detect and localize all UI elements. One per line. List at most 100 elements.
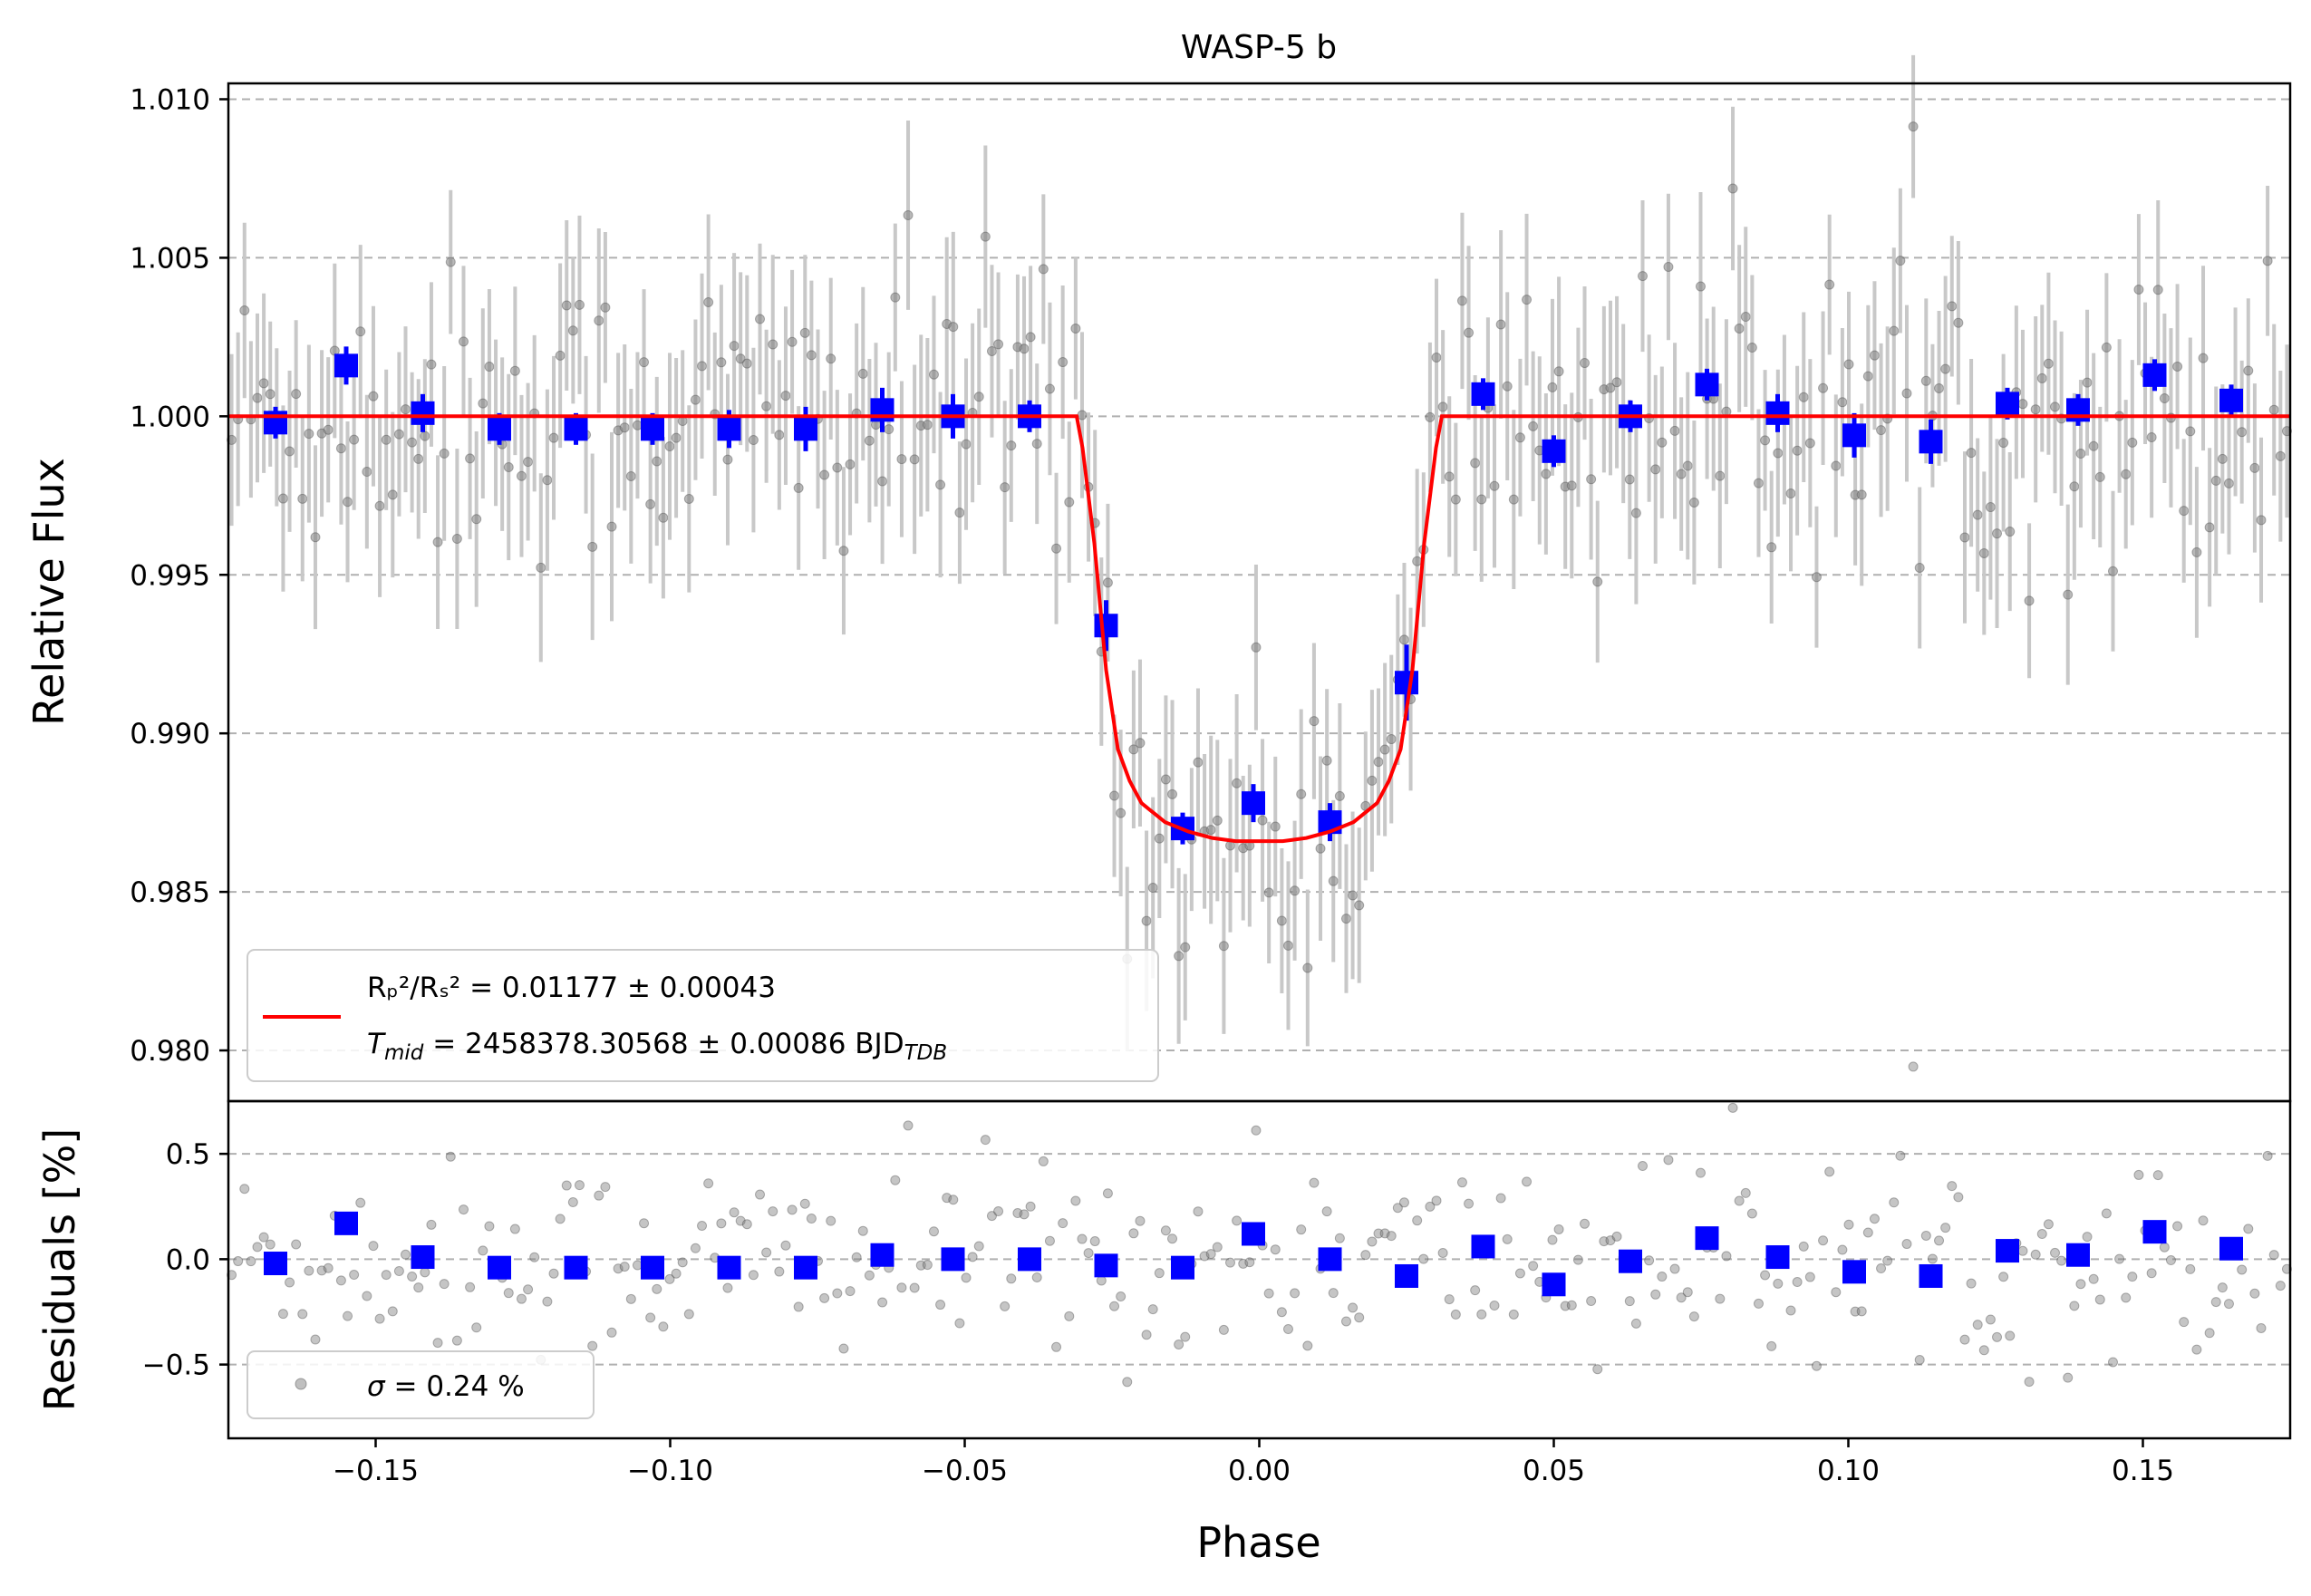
raw-residual-point	[903, 1120, 914, 1131]
raw-residual-point	[458, 1204, 469, 1215]
raw-flux-point	[980, 231, 991, 242]
binned-flux-point	[717, 417, 741, 441]
binned-residual-point	[1542, 1272, 1566, 1297]
raw-residual-point	[755, 1189, 766, 1200]
raw-flux-point	[503, 461, 514, 472]
residual-y-tick-label: −0.5	[142, 1349, 210, 1382]
raw-flux-point	[1837, 397, 1848, 408]
raw-residual-point	[2191, 1344, 2202, 1355]
raw-residual-point	[1044, 1235, 1055, 1246]
raw-residual-point	[1785, 1305, 1796, 1316]
raw-flux-point	[1282, 940, 1293, 951]
raw-flux-point	[806, 350, 817, 361]
raw-residual-point	[1282, 1324, 1293, 1335]
raw-residual-point	[304, 1265, 314, 1276]
raw-residual-point	[1263, 1288, 1274, 1299]
binned-flux-point	[1242, 791, 1265, 816]
raw-residual-point	[851, 1252, 862, 1262]
raw-flux-point	[619, 422, 630, 433]
raw-residual-point	[2262, 1150, 2273, 1161]
raw-flux-point	[793, 482, 804, 493]
raw-flux-point	[1456, 295, 1467, 306]
raw-flux-point	[1031, 439, 1042, 450]
binned-residual-point	[870, 1243, 894, 1267]
chart-title: WASP-5 b	[1181, 29, 1337, 66]
raw-residual-point	[703, 1178, 714, 1189]
raw-flux-point	[1740, 312, 1751, 323]
raw-flux-point	[542, 475, 553, 486]
raw-residual-point	[806, 1214, 817, 1224]
raw-residual-point	[1147, 1304, 1158, 1315]
raw-residual-point	[529, 1252, 540, 1262]
raw-residual-point	[2069, 1301, 2080, 1311]
raw-residual-point	[819, 1292, 830, 1303]
raw-residual-point	[1360, 1250, 1371, 1261]
raw-flux-point	[1804, 438, 1815, 449]
raw-flux-point	[335, 443, 346, 454]
raw-flux-point	[368, 391, 379, 401]
binned-flux-point	[870, 398, 894, 422]
raw-flux-point	[1495, 319, 1506, 330]
raw-flux-point	[1412, 556, 1423, 566]
raw-flux-point	[645, 498, 656, 509]
binned-residual-point	[794, 1255, 817, 1280]
residual-legend-sigma: σ = 0.24 %	[367, 1370, 525, 1403]
raw-residual-point	[1180, 1331, 1191, 1342]
raw-flux-point	[632, 420, 643, 430]
raw-residual-point	[1218, 1324, 1229, 1335]
residual-panel: 0.5 0.0 −0.5 Residuals [%] σ = 0.24 %	[35, 1061, 2292, 1440]
x-tick-label: −0.05	[922, 1455, 1008, 1487]
raw-residual-point	[2185, 1263, 2196, 1274]
raw-flux-point	[1663, 261, 1674, 272]
raw-flux-point	[484, 362, 495, 372]
raw-flux-point	[826, 353, 836, 364]
raw-residual-point	[1734, 1195, 1745, 1206]
raw-residual-point	[2005, 1330, 2016, 1341]
raw-flux-point	[1966, 448, 1977, 459]
raw-residual-point	[1947, 1181, 1958, 1192]
raw-flux-point	[1547, 382, 1558, 392]
raw-flux-point	[2159, 393, 2170, 404]
raw-flux-point	[465, 453, 476, 464]
raw-flux-point	[922, 420, 933, 430]
raw-residual-point	[1290, 1288, 1301, 1299]
flux-y-ticks: 1.010 1.005 1.000 0.995 0.990 0.985 0.980	[130, 83, 228, 1068]
raw-flux-point	[735, 353, 746, 364]
raw-flux-point	[523, 457, 534, 468]
raw-flux-point	[1908, 121, 1919, 132]
raw-flux-point	[1676, 469, 1687, 479]
raw-residual-point	[1012, 1208, 1023, 1219]
binned-flux-point	[1842, 423, 1866, 448]
raw-residual-point	[1663, 1155, 1674, 1166]
raw-residual-point	[567, 1197, 578, 1208]
raw-flux-point	[703, 296, 714, 307]
raw-flux-point	[374, 500, 385, 511]
raw-residual-point	[1798, 1241, 1809, 1252]
raw-residual-point	[639, 1218, 650, 1229]
raw-residual-point	[407, 1271, 418, 1282]
raw-flux-point	[1444, 471, 1455, 482]
binned-residual-point	[2066, 1243, 2090, 1267]
raw-flux-point	[1212, 815, 1223, 826]
raw-residual-point	[1508, 1309, 1519, 1320]
raw-flux-point	[1753, 478, 1764, 488]
raw-flux-point	[2191, 547, 2202, 557]
x-axis-label: Phase	[1196, 1518, 1320, 1567]
x-tick-label: −0.15	[333, 1455, 419, 1487]
raw-flux-point	[1321, 755, 1332, 766]
raw-residual-point	[1160, 1225, 1171, 1236]
raw-flux-point	[1586, 474, 1597, 485]
raw-residual-point	[1309, 1177, 1320, 1188]
raw-flux-point	[819, 469, 830, 480]
raw-flux-point	[1141, 915, 1152, 926]
raw-residual-point	[1676, 1292, 1687, 1303]
raw-residual-point	[2050, 1247, 2061, 1258]
raw-residual-point	[285, 1277, 295, 1288]
raw-flux-point	[1798, 392, 1809, 402]
raw-residual-point	[1804, 1272, 1815, 1282]
raw-residual-point	[671, 1268, 682, 1279]
raw-flux-point	[1895, 256, 1906, 266]
raw-flux-point	[664, 441, 675, 452]
raw-flux-point	[1766, 542, 1777, 553]
raw-residual-point	[761, 1247, 772, 1258]
